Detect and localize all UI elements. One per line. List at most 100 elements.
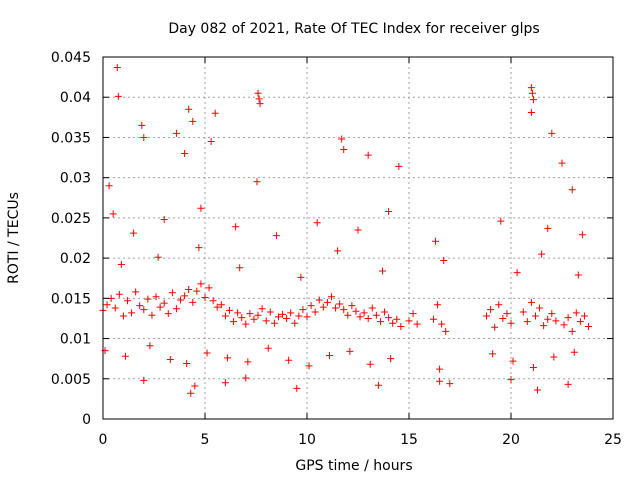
data-point bbox=[272, 232, 280, 240]
data-point bbox=[274, 313, 282, 321]
data-point bbox=[568, 327, 576, 335]
data-point bbox=[160, 299, 168, 307]
data-point bbox=[436, 377, 444, 385]
data-point bbox=[285, 356, 293, 364]
data-point bbox=[434, 301, 442, 309]
data-point bbox=[123, 297, 131, 305]
y-tick-label: 0 bbox=[82, 412, 91, 428]
data-point bbox=[156, 303, 164, 311]
y-tick-label: 0.01 bbox=[60, 332, 91, 348]
data-point bbox=[364, 151, 372, 159]
data-point bbox=[191, 382, 199, 390]
data-point bbox=[529, 364, 537, 372]
data-point bbox=[389, 319, 397, 327]
data-point bbox=[368, 304, 376, 312]
data-point bbox=[356, 313, 364, 321]
data-point bbox=[211, 109, 219, 117]
data-point bbox=[564, 314, 572, 322]
data-point bbox=[291, 319, 299, 327]
data-point bbox=[548, 129, 556, 137]
data-point bbox=[311, 308, 319, 316]
data-point bbox=[270, 319, 278, 327]
x-tick-label: 0 bbox=[99, 432, 108, 448]
data-point bbox=[376, 318, 384, 326]
data-point bbox=[115, 290, 123, 298]
data-point bbox=[185, 285, 193, 293]
data-point bbox=[489, 350, 497, 358]
data-point bbox=[572, 309, 580, 317]
data-point bbox=[266, 308, 274, 316]
data-point bbox=[442, 327, 450, 335]
data-point bbox=[497, 217, 505, 225]
data-point bbox=[140, 306, 148, 314]
data-point bbox=[544, 224, 552, 232]
data-point bbox=[297, 273, 305, 281]
data-point bbox=[207, 137, 215, 145]
data-point bbox=[140, 133, 148, 141]
data-point bbox=[246, 310, 254, 318]
y-tick-label: 0.005 bbox=[51, 372, 91, 388]
data-point bbox=[578, 231, 586, 239]
data-point bbox=[166, 355, 174, 363]
data-point bbox=[181, 150, 189, 158]
data-point bbox=[244, 358, 252, 366]
data-point bbox=[183, 359, 191, 367]
x-axis-label: GPS time / hours bbox=[295, 458, 412, 474]
data-point bbox=[117, 261, 125, 269]
axis-ticks bbox=[102, 56, 614, 420]
data-point bbox=[432, 237, 440, 245]
x-tick-label: 25 bbox=[604, 432, 622, 448]
data-point bbox=[258, 305, 266, 313]
data-point bbox=[527, 84, 535, 92]
data-point bbox=[348, 302, 356, 310]
data-point bbox=[438, 320, 446, 328]
data-point bbox=[580, 312, 588, 320]
data-point bbox=[264, 344, 272, 352]
data-point bbox=[177, 296, 185, 304]
data-point bbox=[540, 322, 548, 330]
data-point bbox=[531, 312, 539, 320]
data-point bbox=[334, 247, 342, 255]
data-point bbox=[195, 244, 203, 252]
data-point bbox=[197, 204, 205, 212]
y-tick-label: 0.045 bbox=[51, 50, 91, 66]
data-point bbox=[136, 302, 144, 310]
data-point bbox=[109, 210, 117, 218]
y-tick-label: 0.035 bbox=[51, 130, 91, 146]
data-point bbox=[238, 314, 246, 322]
data-point bbox=[254, 311, 262, 319]
data-point bbox=[381, 308, 389, 316]
data-point bbox=[528, 89, 536, 97]
data-point bbox=[293, 384, 301, 392]
data-point bbox=[185, 105, 193, 113]
data-point bbox=[203, 349, 211, 357]
data-point bbox=[550, 353, 558, 361]
data-point bbox=[303, 313, 311, 321]
data-point bbox=[254, 89, 262, 97]
data-point bbox=[319, 303, 327, 311]
data-point bbox=[534, 386, 542, 394]
data-point bbox=[527, 298, 535, 306]
data-point bbox=[279, 310, 287, 318]
data-point bbox=[374, 381, 382, 389]
data-point bbox=[209, 297, 217, 305]
data-point bbox=[225, 306, 233, 314]
data-point bbox=[256, 100, 264, 108]
plot-frame bbox=[102, 56, 614, 420]
data-point bbox=[189, 298, 197, 306]
data-point bbox=[250, 315, 258, 323]
data-point bbox=[121, 352, 129, 360]
data-point bbox=[230, 318, 238, 326]
data-point bbox=[138, 121, 146, 129]
data-point bbox=[187, 389, 195, 397]
data-point bbox=[436, 365, 444, 373]
data-point bbox=[201, 294, 209, 302]
data-point bbox=[529, 96, 537, 104]
data-point bbox=[558, 159, 566, 167]
data-point bbox=[234, 309, 242, 317]
data-point bbox=[509, 357, 517, 365]
data-point bbox=[519, 308, 527, 316]
data-point bbox=[325, 351, 333, 359]
data-point bbox=[552, 317, 560, 325]
data-point bbox=[413, 320, 421, 328]
